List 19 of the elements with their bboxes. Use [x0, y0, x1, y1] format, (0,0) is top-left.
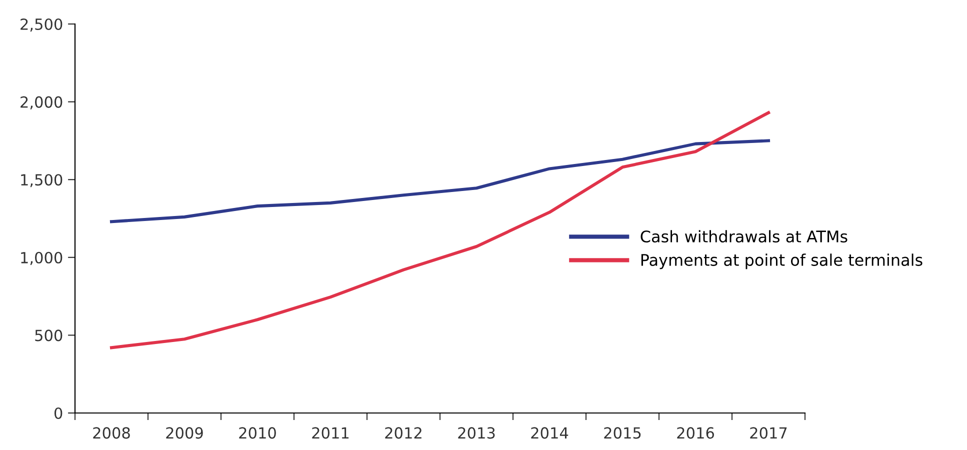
- x-tick-label: 2008: [93, 427, 130, 439]
- y-tick-label: 1,000: [21, 252, 62, 265]
- legend-label: Payments at point of sale terminals: [641, 254, 922, 270]
- line-series: [110, 139, 770, 224]
- x-tick-label: 2011: [312, 427, 349, 439]
- x-tick-label: 2010: [239, 427, 276, 439]
- x-tick-label: 2014: [531, 427, 568, 439]
- x-tick-label: 2013: [458, 427, 495, 439]
- y-tick-label: 500: [35, 330, 62, 342]
- legend-label: Cash withdrawals at ATMs: [640, 230, 848, 243]
- x-tick-label: 2012: [385, 427, 422, 439]
- x-tick-label: 2009: [166, 427, 203, 439]
- y-tick-label: 1,500: [21, 174, 62, 188]
- y-tick-label: 2,500: [20, 18, 62, 32]
- y-tick-label: 2,000: [20, 96, 62, 110]
- x-tick-label: 2015: [604, 427, 641, 439]
- y-tick-label: 0: [54, 407, 62, 420]
- x-tick-label: 2017: [750, 427, 787, 439]
- x-tick-label: 2016: [677, 427, 714, 439]
